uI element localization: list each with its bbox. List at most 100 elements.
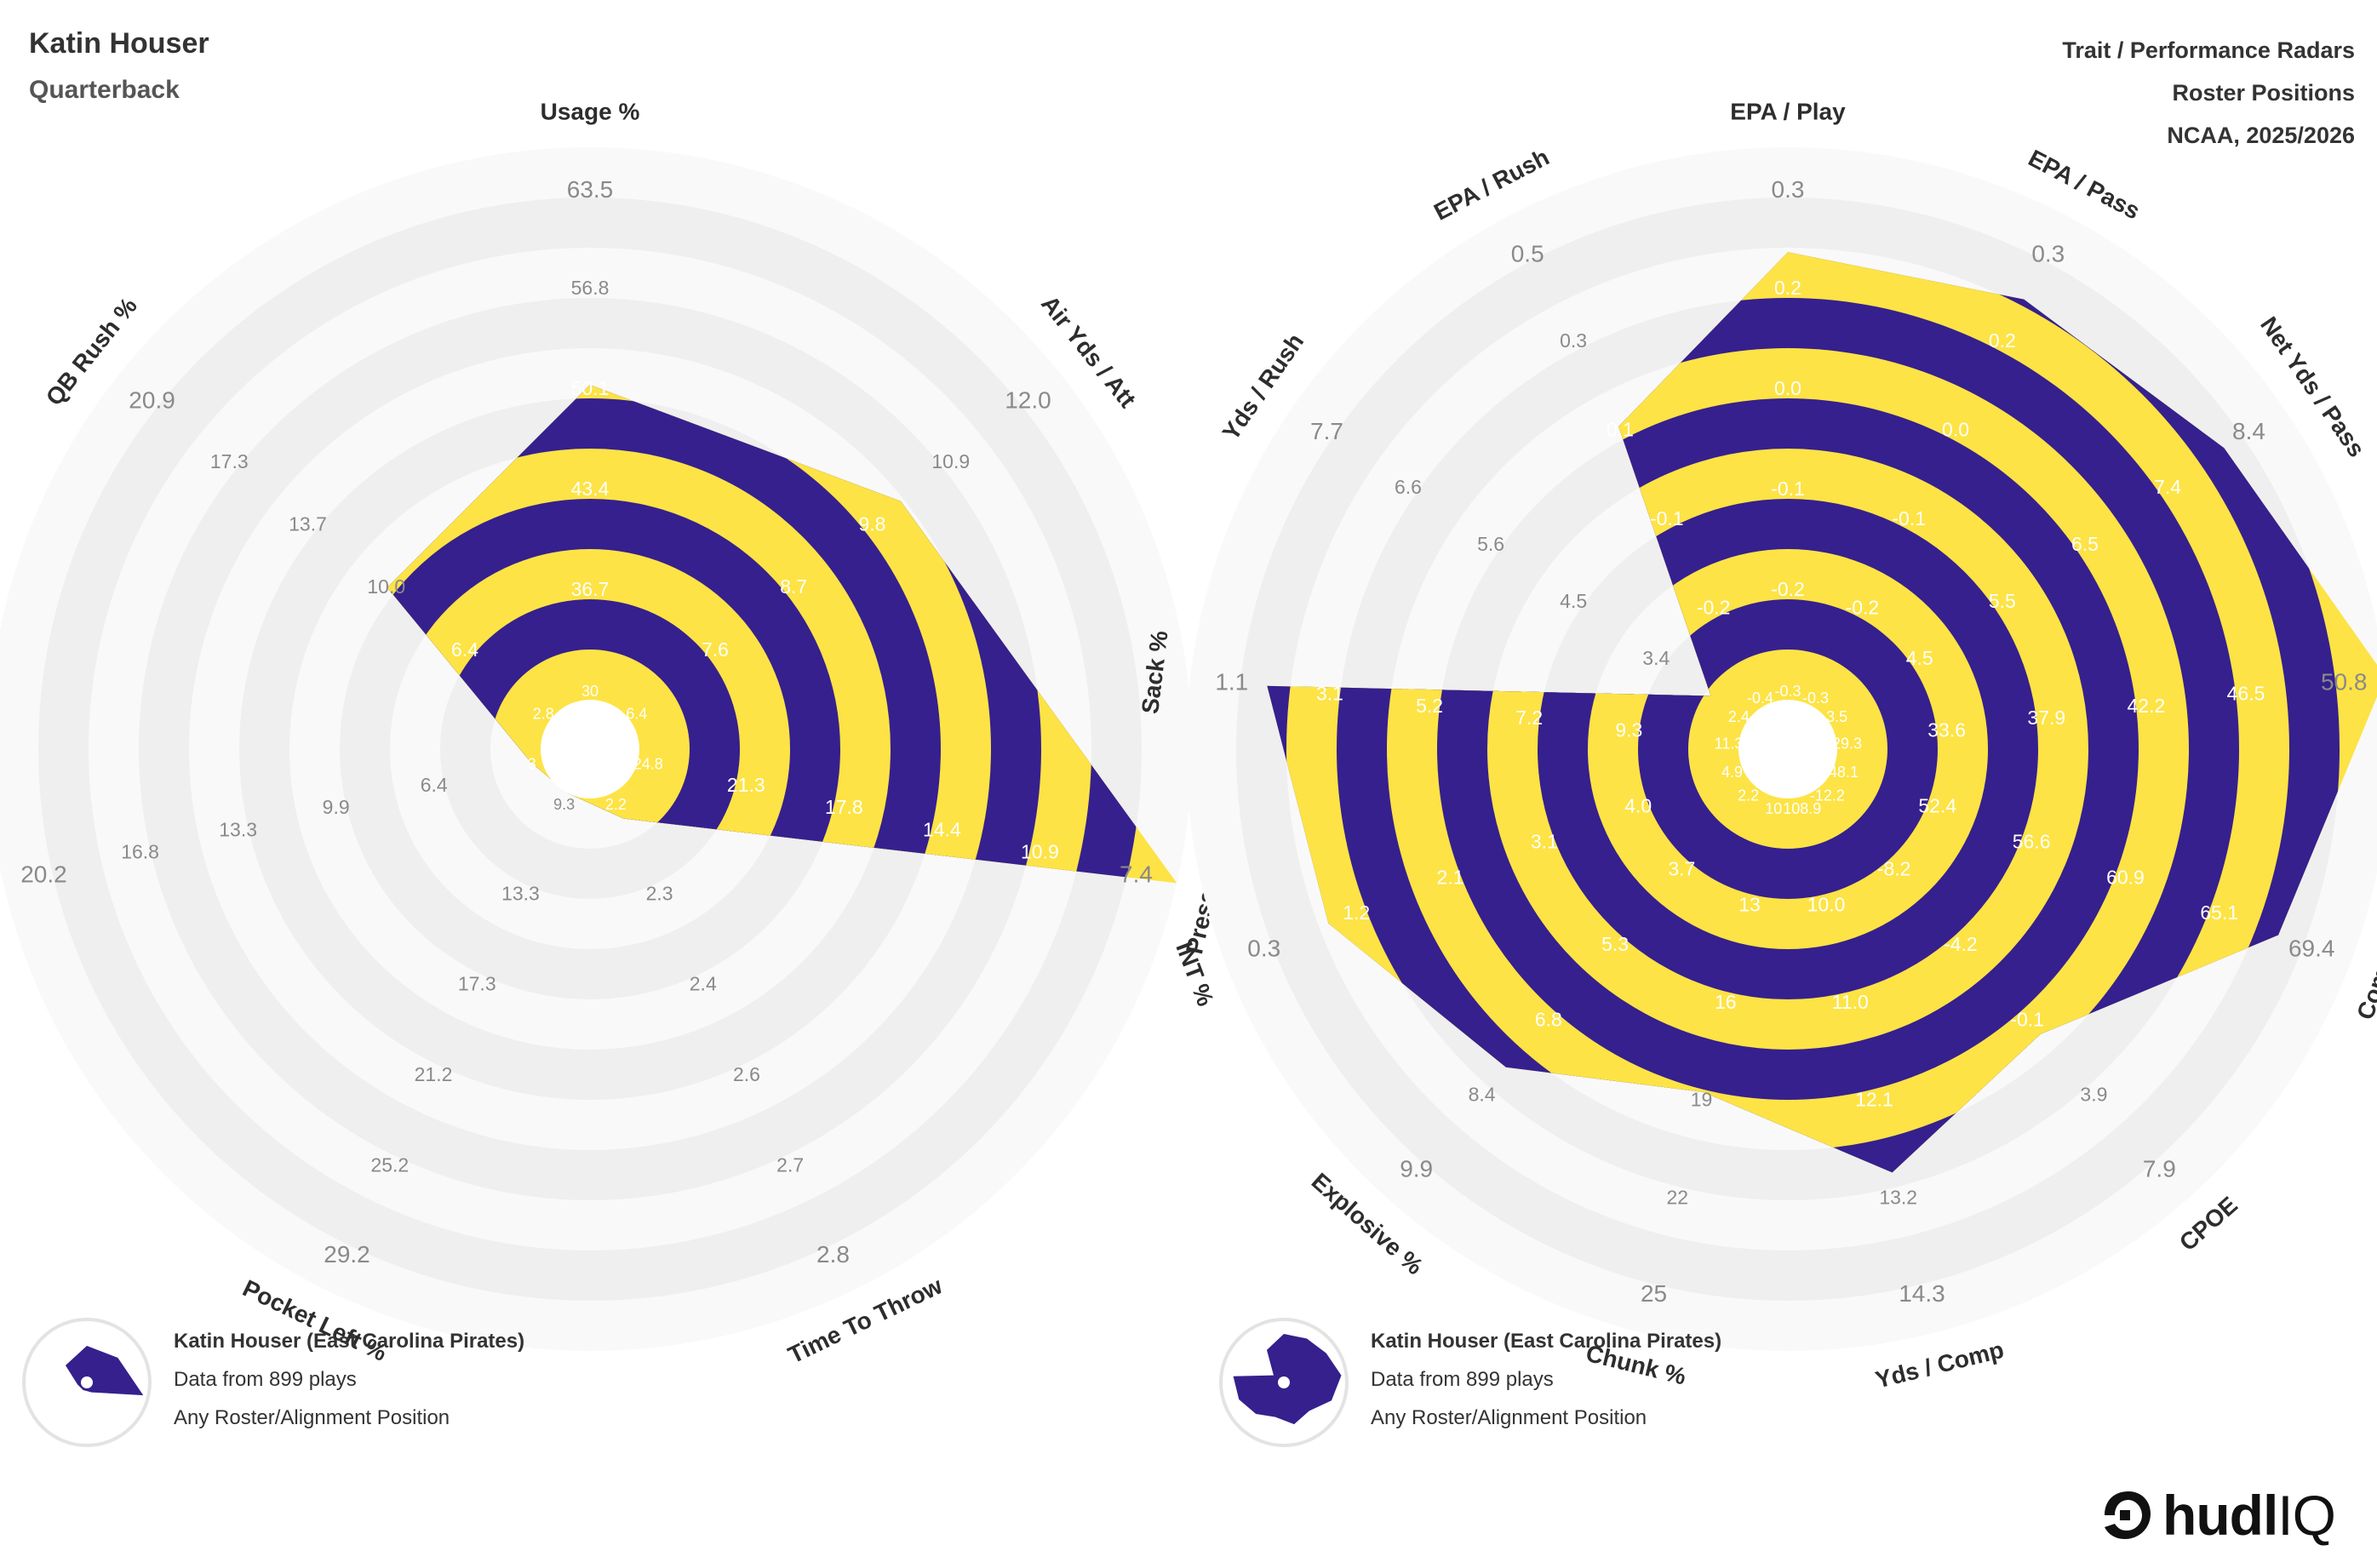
- tick-label: 6.6: [1395, 476, 1422, 498]
- tick-label: 17.3: [458, 973, 496, 995]
- tick-label: 50.1: [571, 377, 610, 399]
- tick-label: 9.3: [553, 796, 575, 813]
- tick-label: 0.0: [1774, 377, 1801, 399]
- axis-max-label: 12.0: [1005, 387, 1051, 414]
- tick-label: 7.2: [1515, 707, 1543, 729]
- tick-label: 4.5: [1560, 590, 1587, 612]
- legend-center: [1278, 1376, 1290, 1388]
- logo-suffix: IQ: [2277, 1484, 2336, 1547]
- tick-label: 52.4: [1918, 795, 1956, 817]
- tick-label: 6.4: [421, 774, 448, 796]
- tick-label: 3.1: [1531, 831, 1558, 853]
- tick-label: 0.2: [1774, 277, 1801, 299]
- tick-label: 36.7: [571, 578, 610, 600]
- tick-label: 0.1: [1607, 419, 1634, 441]
- axis-label: INT %: [1171, 938, 1219, 1010]
- tick-label: 6.4: [626, 705, 647, 722]
- tick-label: 30: [581, 683, 599, 700]
- tick-label: 5.2: [1416, 695, 1443, 717]
- tick-label: -0.1: [1771, 478, 1805, 500]
- tick-label: 3.1: [1316, 683, 1343, 705]
- header-right: Trait / Performance Radars Roster Positi…: [2062, 37, 2355, 165]
- tick-label: 7.6: [702, 638, 729, 661]
- tick-label: 11.3: [1715, 735, 1744, 753]
- legend-mini-radar-trait: [22, 1318, 152, 1447]
- axis-max-label: 69.4: [2288, 935, 2335, 961]
- tick-label: 0.3: [1560, 329, 1587, 352]
- legend-player-team: Katin Houser (East Carolina Pirates): [1371, 1330, 1722, 1353]
- legend-plays: Data from 899 plays: [174, 1368, 357, 1391]
- tick-label: 5.5: [1989, 590, 2016, 612]
- hudl-logo-icon: [2105, 1491, 2151, 1539]
- header-left: Katin Houser Quarterback: [29, 27, 209, 105]
- tick-label: 2.4: [1728, 708, 1750, 725]
- tick-label: -0.4: [1747, 690, 1773, 707]
- legend-scope: Any Roster/Alignment Position: [174, 1406, 450, 1429]
- tick-label: 13.2: [1879, 1186, 1917, 1208]
- radar-center: [1738, 700, 1837, 798]
- tick-label: 16: [1715, 991, 1737, 1013]
- tick-label: 6.8: [1535, 1008, 1562, 1030]
- logo-word: hudl: [2162, 1484, 2278, 1547]
- axis-max-label: 29.2: [324, 1241, 370, 1268]
- player-name: Katin Houser: [29, 27, 209, 60]
- tick-label: 6.4: [451, 638, 478, 661]
- axis-label: Usage %: [541, 98, 640, 124]
- tick-label: 4.5: [1906, 647, 1933, 669]
- tick-label: 10.9: [931, 450, 970, 472]
- tick-label: 24.8: [633, 756, 663, 773]
- tick-label: 1.2: [1343, 901, 1370, 924]
- tick-label: 3.9: [2080, 1084, 2107, 1106]
- axis-max-label: 0.3: [1247, 935, 1280, 961]
- legend-plays: Data from 899 plays: [1371, 1368, 1554, 1391]
- tick-label: 8.7: [780, 575, 807, 598]
- tick-label: 9.3: [1615, 718, 1642, 741]
- tick-label: 10: [1765, 800, 1782, 817]
- axis-max-label: 20.9: [129, 387, 175, 414]
- tick-label: -4.2: [1944, 933, 1978, 955]
- tick-label: 10.0: [1807, 894, 1846, 916]
- tick-label: 13.3: [501, 882, 540, 904]
- hudl-iq-logo: hudlIQ: [2096, 1479, 2351, 1548]
- tick-label: 13.7: [289, 513, 327, 535]
- tick-label: 2.2: [1738, 787, 1759, 804]
- legend-scope: Any Roster/Alignment Position: [1371, 1406, 1647, 1429]
- tick-label: 21.2: [415, 1063, 453, 1085]
- tick-label: 3.7: [1668, 858, 1695, 880]
- axis-max-label: 7.9: [2143, 1156, 2176, 1182]
- tick-label: 14.4: [923, 818, 961, 840]
- tick-label: 16.8: [121, 841, 159, 863]
- tick-label: 56.6: [2013, 831, 2051, 853]
- tick-label: 5.3: [1601, 933, 1629, 955]
- tick-label: 6.5: [2071, 533, 2099, 555]
- tick-label: 37.9: [2027, 707, 2065, 729]
- axis-max-label: 1.1: [1215, 669, 1248, 695]
- axis-label: EPA / Play: [1730, 98, 1846, 124]
- tick-label: 17.3: [210, 450, 249, 472]
- tick-label: 9.8: [859, 513, 886, 535]
- tick-label: 17.8: [825, 796, 863, 818]
- axis-label: Yds / Comp: [1873, 1336, 2007, 1393]
- tick-label: 25.2: [370, 1153, 409, 1176]
- tick-label: 9.9: [323, 796, 350, 818]
- axis-label: Sack %: [1137, 629, 1173, 715]
- tick-label: 11.0: [1832, 991, 1869, 1013]
- roster-label: Roster Positions: [2172, 80, 2355, 106]
- tick-label: -0.2: [1846, 597, 1880, 619]
- axis-max-label: 0.5: [1511, 240, 1544, 266]
- tick-label: 0.0: [1942, 419, 1969, 441]
- axis-max-label: 50.8: [2321, 669, 2368, 695]
- axis-max-label: 0.3: [2031, 240, 2065, 266]
- tick-label: 3: [528, 756, 536, 773]
- axis-max-label: 7.7: [1310, 418, 1343, 444]
- tick-label: 3.5: [1826, 708, 1847, 725]
- tick-label: -0.1: [1650, 507, 1684, 529]
- tick-label: 4.0: [1624, 795, 1652, 817]
- axis-max-label: 7.4: [1120, 861, 1153, 887]
- tick-label: 19: [1691, 1089, 1713, 1111]
- tick-label: 4.9: [1721, 764, 1743, 781]
- tick-label: 2.3: [646, 882, 673, 904]
- legend-mini-radar-performance: [1219, 1318, 1349, 1447]
- tick-label: 12.1: [1855, 1089, 1893, 1111]
